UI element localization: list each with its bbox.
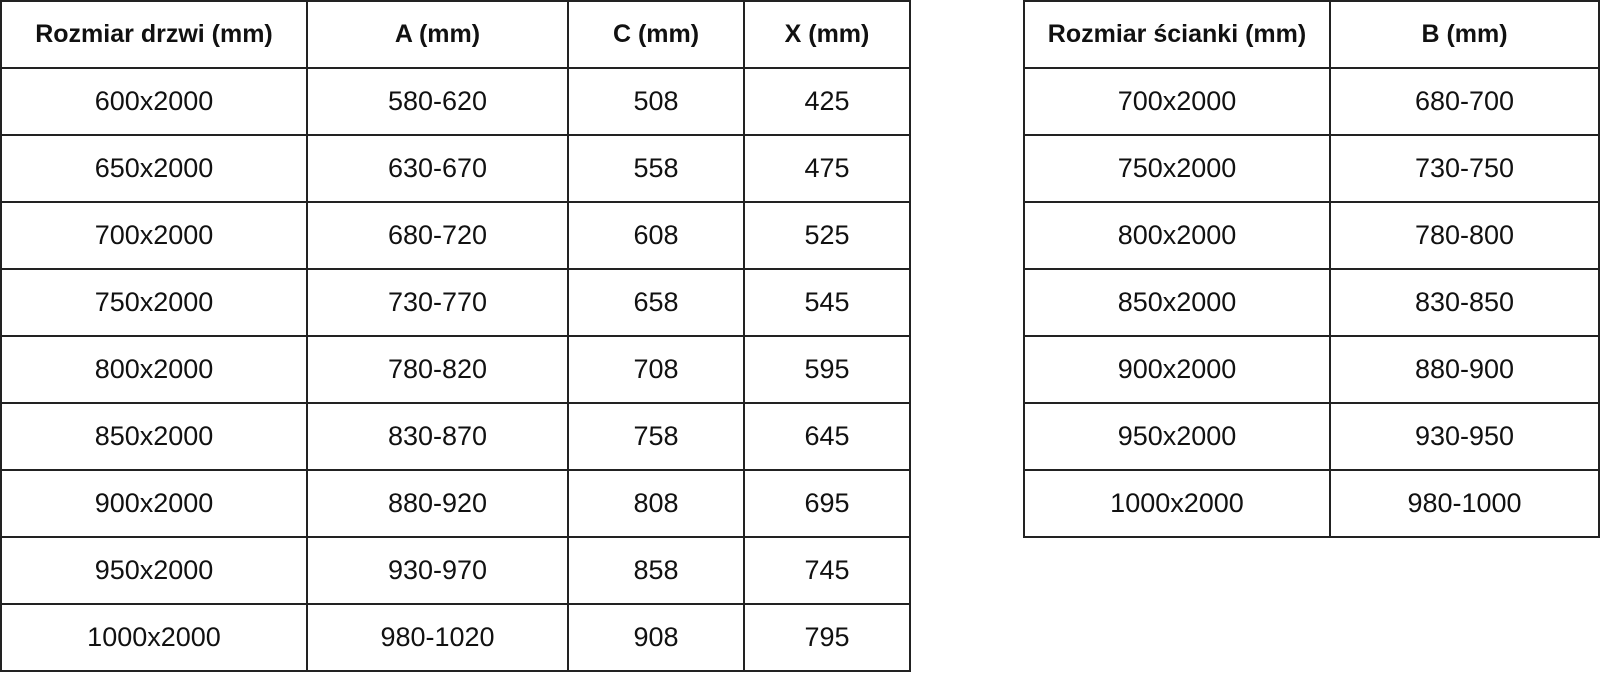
table-cell: 750x2000 [1023,134,1331,203]
table-cell: 545 [743,268,911,337]
table-row: 650x2000 630-670 558 475 [0,134,911,203]
table-cell: 630-670 [306,134,569,203]
table-cell: 908 [567,603,745,672]
table-row: 700x2000 680-700 [1023,67,1600,136]
table-row: 600x2000 580-620 508 425 [0,67,911,136]
table-cell: 850x2000 [0,402,308,471]
table-cell: 930-950 [1329,402,1600,471]
table-cell: 730-770 [306,268,569,337]
table-cell: 900x2000 [0,469,308,538]
table-cell: 645 [743,402,911,471]
table-row: 750x2000 730-750 [1023,134,1600,203]
table-cell: 930-970 [306,536,569,605]
table-row: 800x2000 780-800 [1023,201,1600,270]
table-cell: 780-820 [306,335,569,404]
table-cell: 700x2000 [1023,67,1331,136]
table-cell: 475 [743,134,911,203]
table-cell: 700x2000 [0,201,308,270]
table-row: 750x2000 730-770 658 545 [0,268,911,337]
column-header: Rozmiar drzwi (mm) [0,0,308,69]
wall-size-table: Rozmiar ścianki (mm) B (mm) 700x2000 680-7… [1023,0,1600,538]
table-cell: 830-850 [1329,268,1600,337]
table-cell: 558 [567,134,745,203]
table-cell: 695 [743,469,911,538]
column-header: A (mm) [306,0,569,69]
table-cell: 950x2000 [0,536,308,605]
table-cell: 800x2000 [1023,201,1331,270]
table-cell: 980-1000 [1329,469,1600,538]
column-header: B (mm) [1329,0,1600,69]
column-header: X (mm) [743,0,911,69]
table-cell: 1000x2000 [1023,469,1331,538]
table-row: 850x2000 830-850 [1023,268,1600,337]
table-cell: 425 [743,67,911,136]
table-cell: 650x2000 [0,134,308,203]
table-row: 900x2000 880-900 [1023,335,1600,404]
table-row: 900x2000 880-920 808 695 [0,469,911,538]
table-cell: 808 [567,469,745,538]
table-row: 950x2000 930-970 858 745 [0,536,911,605]
table-cell: 950x2000 [1023,402,1331,471]
table-cell: 758 [567,402,745,471]
table-cell: 600x2000 [0,67,308,136]
table-cell: 658 [567,268,745,337]
table-cell: 750x2000 [0,268,308,337]
table-cell: 608 [567,201,745,270]
table-cell: 900x2000 [1023,335,1331,404]
table-cell: 980-1020 [306,603,569,672]
table-cell: 680-720 [306,201,569,270]
column-header: C (mm) [567,0,745,69]
table-cell: 880-900 [1329,335,1600,404]
table-cell: 850x2000 [1023,268,1331,337]
table-cell: 795 [743,603,911,672]
table-row: 1000x2000 980-1020 908 795 [0,603,911,672]
table-cell: 580-620 [306,67,569,136]
table-cell: 1000x2000 [0,603,308,672]
table-cell: 880-920 [306,469,569,538]
column-header: Rozmiar ścianki (mm) [1023,0,1331,69]
table-cell: 800x2000 [0,335,308,404]
table-row: 950x2000 930-950 [1023,402,1600,471]
table-cell: 745 [743,536,911,605]
table-cell: 595 [743,335,911,404]
table-cell: 680-700 [1329,67,1600,136]
table-cell: 780-800 [1329,201,1600,270]
table-cell: 830-870 [306,402,569,471]
table-cell: 708 [567,335,745,404]
table-row: 700x2000 680-720 608 525 [0,201,911,270]
table-cell: 730-750 [1329,134,1600,203]
header-row: Rozmiar ścianki (mm) B (mm) [1023,0,1600,69]
table-cell: 508 [567,67,745,136]
table-row: 800x2000 780-820 708 595 [0,335,911,404]
door-size-table: Rozmiar drzwi (mm) A (mm) C (mm) X (mm) 600… [0,0,911,672]
table-row: 1000x2000 980-1000 [1023,469,1600,538]
table-cell: 525 [743,201,911,270]
table-cell: 858 [567,536,745,605]
header-row: Rozmiar drzwi (mm) A (mm) C (mm) X (mm) [0,0,911,69]
table-row: 850x2000 830-870 758 645 [0,402,911,471]
